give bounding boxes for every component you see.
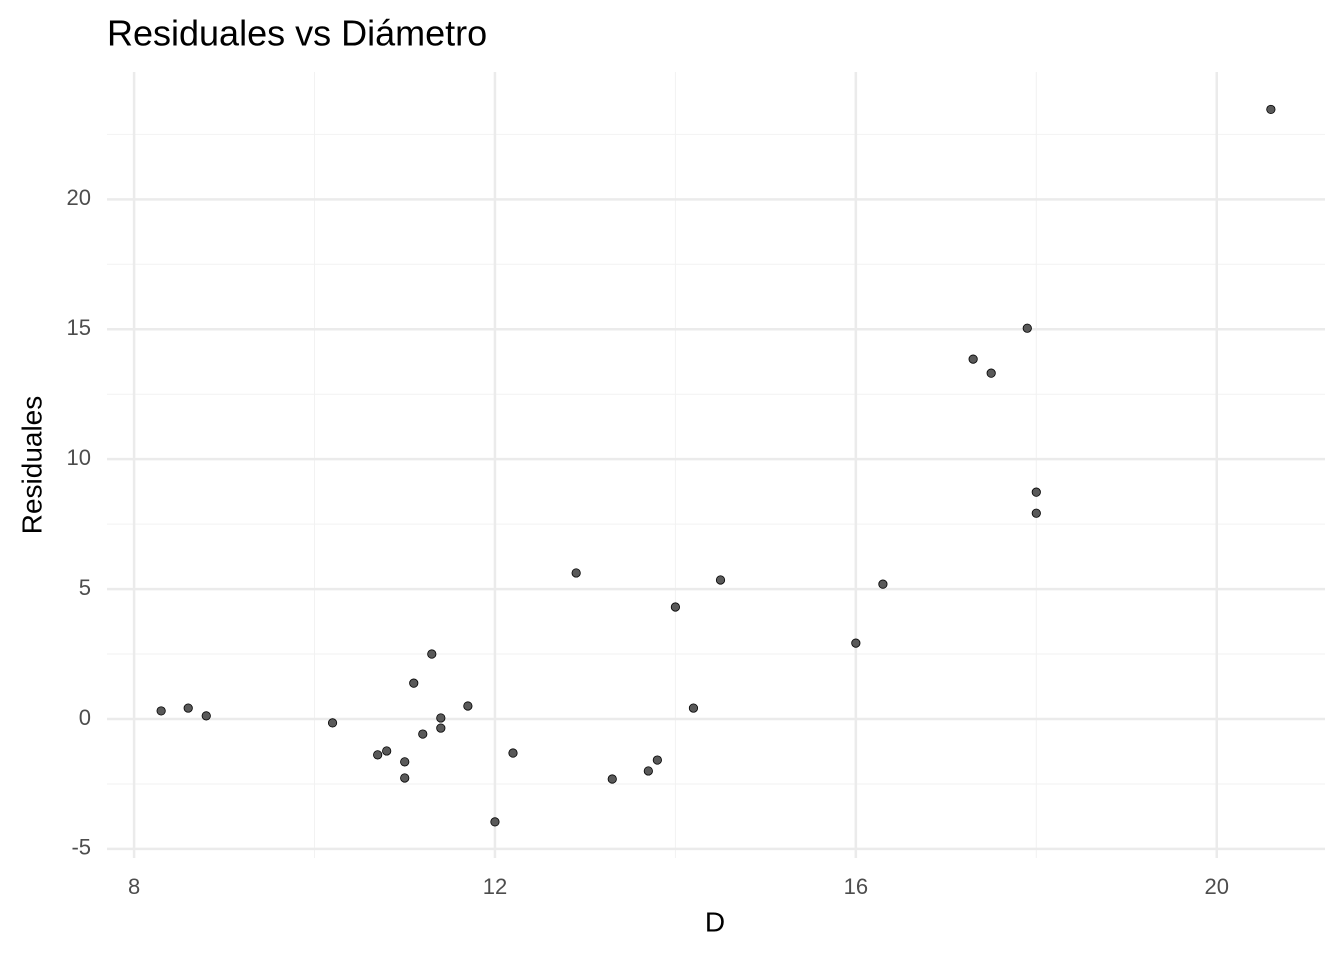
point (436, 713, 446, 723)
point (1031, 487, 1041, 497)
point (652, 755, 662, 765)
x-tick-label: 16 (844, 874, 868, 899)
point (373, 750, 383, 760)
point (183, 703, 193, 713)
y-axis-title: Residuales (16, 396, 47, 535)
point (508, 748, 518, 758)
point (201, 711, 211, 721)
y-tick-label: 20 (67, 185, 91, 210)
point (327, 718, 338, 728)
point (1022, 323, 1032, 333)
point (490, 817, 500, 827)
point (968, 354, 978, 364)
point (715, 575, 726, 585)
point (427, 649, 437, 659)
x-tick-label: 8 (128, 874, 140, 899)
point (1031, 508, 1041, 518)
point (156, 706, 166, 716)
point (400, 757, 410, 767)
y-tick-label: 10 (67, 445, 91, 470)
point (400, 773, 410, 783)
point (463, 701, 473, 711)
x-tick-label: 12 (483, 874, 507, 899)
point (670, 602, 681, 612)
point (643, 766, 653, 776)
point (878, 579, 888, 589)
point (851, 638, 861, 648)
x-axis-title: D (705, 906, 725, 937)
point (436, 723, 446, 733)
point (688, 703, 699, 713)
point (409, 678, 419, 688)
point (418, 729, 428, 739)
point (607, 774, 617, 784)
point (382, 746, 392, 756)
y-tick-label: 15 (67, 315, 91, 340)
x-tick-label: 20 (1204, 874, 1228, 899)
chart-title: Residuales vs Diámetro (107, 13, 487, 54)
y-tick-label: 5 (79, 575, 91, 600)
y-tick-label: 0 (79, 705, 91, 730)
point (986, 368, 996, 378)
point (1266, 104, 1276, 115)
point (571, 568, 581, 578)
y-tick-label: -5 (71, 835, 91, 860)
